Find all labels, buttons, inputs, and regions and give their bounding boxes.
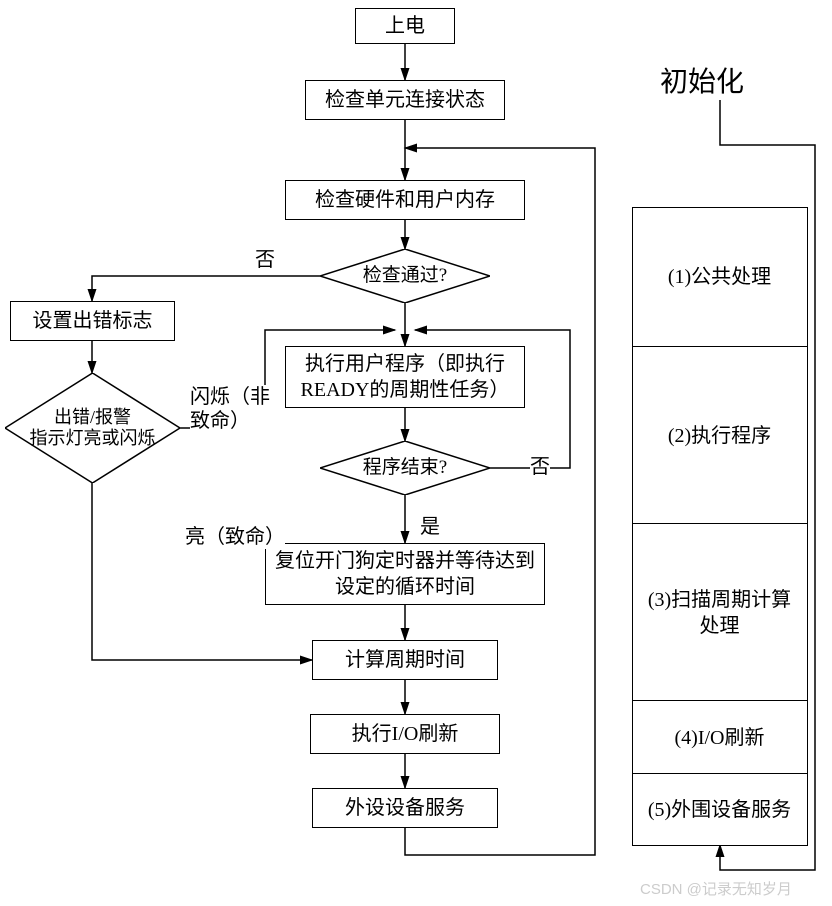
node-calc-cycle: 计算周期时间 <box>312 640 498 680</box>
label-blink: 闪烁（非致命） <box>190 385 270 433</box>
node-exec-user: 执行用户程序（即执行READY的周期性任务） <box>285 346 525 408</box>
node-peripheral: 外设设备服务 <box>312 788 498 828</box>
sidebar-2: (2)执行程序 <box>632 346 808 525</box>
node-io-refresh: 执行I/O刷新 <box>310 714 500 754</box>
node-check-hw: 检查硬件和用户内存 <box>285 180 525 220</box>
label-yes: 是 <box>420 510 440 539</box>
sidebar-container: (1)公共处理 (2)执行程序 (3)扫描周期计算处理 (4)I/O刷新 (5)… <box>632 207 808 845</box>
watermark: CSDN @记录无知岁月 <box>640 878 792 899</box>
node-check-unit: 检查单元连接状态 <box>305 80 505 120</box>
label-no-1: 否 <box>255 243 275 272</box>
sidebar-3: (3)扫描周期计算处理 <box>632 523 808 702</box>
decision-check-pass: 检查通过? <box>320 249 490 303</box>
label-no-2: 否 <box>530 450 550 479</box>
label-lit: 亮（致命） <box>185 520 285 549</box>
node-power-on: 上电 <box>355 8 455 44</box>
sidebar-1: (1)公共处理 <box>632 207 808 348</box>
sidebar-5: (5)外围设备服务 <box>632 773 808 846</box>
decision-error-led: 出错/报警 指示灯亮或闪烁 <box>5 373 180 483</box>
sidebar-title: 初始化 <box>660 60 744 100</box>
node-set-error: 设置出错标志 <box>10 301 175 341</box>
node-reset-wdt: 复位开门狗定时器并等待达到设定的循环时间 <box>265 543 545 605</box>
sidebar-4: (4)I/O刷新 <box>632 700 808 775</box>
decision-program-end: 程序结束? <box>320 441 490 495</box>
